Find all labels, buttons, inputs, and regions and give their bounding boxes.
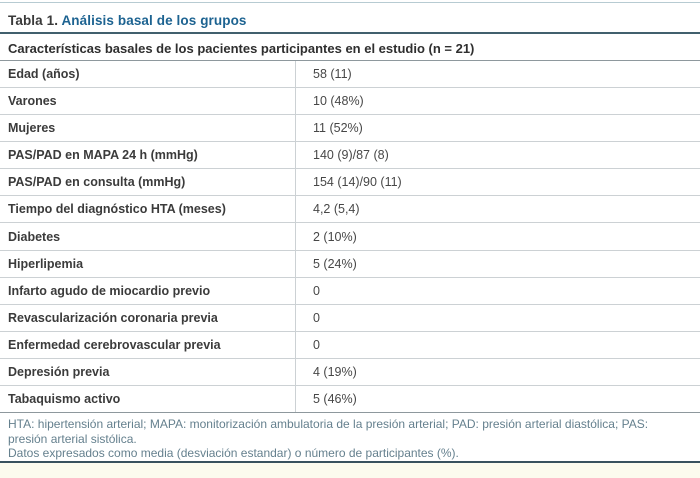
row-value: 154 (14)/90 (11) [313,175,402,190]
footnote-divider [0,412,700,413]
table-row: Edad (años) 58 (11) [0,61,700,89]
table-row: Enfermedad cerebrovascular previa 0 [0,331,700,359]
table-row: Depresión previa 4 (19%) [0,358,700,386]
table-row: PAS/PAD en MAPA 24 h (mmHg) 140 (9)/87 (… [0,142,700,170]
row-label: Revascularización coronaria previa [0,304,296,331]
caption-divider [0,32,700,34]
row-label: Enfermedad cerebrovascular previa [0,331,296,358]
table-header: Características basales de los pacientes… [8,41,475,56]
row-label: Infarto agudo de miocardio previo [0,277,296,304]
table-row: Mujeres 11 (52%) [0,115,700,143]
row-label: Hiperlipemia [0,250,296,277]
row-label: Mujeres [0,115,296,142]
bottom-divider [0,461,700,463]
row-value: 4 (19%) [313,364,357,379]
row-value: 5 (46%) [313,391,357,406]
table-body: Edad (años) 58 (11) Varones 10 (48%) Muj… [0,61,700,413]
table-number: Tabla 1. [8,13,59,28]
table-row: Tiempo del diagnóstico HTA (meses) 4,2 (… [0,196,700,224]
row-value: 140 (9)/87 (8) [313,148,389,163]
row-label: Varones [0,88,296,115]
row-label: Tabaquismo activo [0,385,296,413]
table-row: Revascularización coronaria previa 0 [0,304,700,332]
row-value: 11 (52%) [313,121,363,136]
footnote-data-format: Datos expresados como media (desviación … [8,446,459,460]
table-caption: Tabla 1. Análisis basal de los grupos [8,13,247,28]
row-value: 4,2 (5,4) [313,202,360,217]
row-label: PAS/PAD en MAPA 24 h (mmHg) [0,142,296,169]
footnote-abbreviations: HTA: hipertensión arterial; MAPA: monito… [8,417,649,446]
row-value: 0 [313,337,320,352]
table-title: Análisis basal de los grupos [61,13,247,28]
row-value: 0 [313,283,320,298]
table-row: Hiperlipemia 5 (24%) [0,250,700,278]
table-row: PAS/PAD en consulta (mmHg) 154 (14)/90 (… [0,169,700,197]
row-value: 10 (48%) [313,94,364,109]
row-label: Edad (años) [0,61,296,88]
header-divider [0,60,700,61]
row-value: 0 [313,310,320,325]
row-label: Depresión previa [0,358,296,385]
row-label: PAS/PAD en consulta (mmHg) [0,169,296,196]
table-row: Diabetes 2 (10%) [0,223,700,251]
table-row: Varones 10 (48%) [0,88,700,116]
table-row: Tabaquismo activo 5 (46%) [0,385,700,413]
row-value: 2 (10%) [313,229,357,244]
row-value: 58 (11) [313,67,352,82]
top-divider [0,2,700,3]
row-value: 5 (24%) [313,256,357,271]
table-row: Infarto agudo de miocardio previo 0 [0,277,700,305]
bottom-margin [0,463,700,478]
row-label: Diabetes [0,223,296,250]
row-label: Tiempo del diagnóstico HTA (meses) [0,196,296,223]
footnotes: HTA: hipertensión arterial; MAPA: monito… [8,417,690,461]
